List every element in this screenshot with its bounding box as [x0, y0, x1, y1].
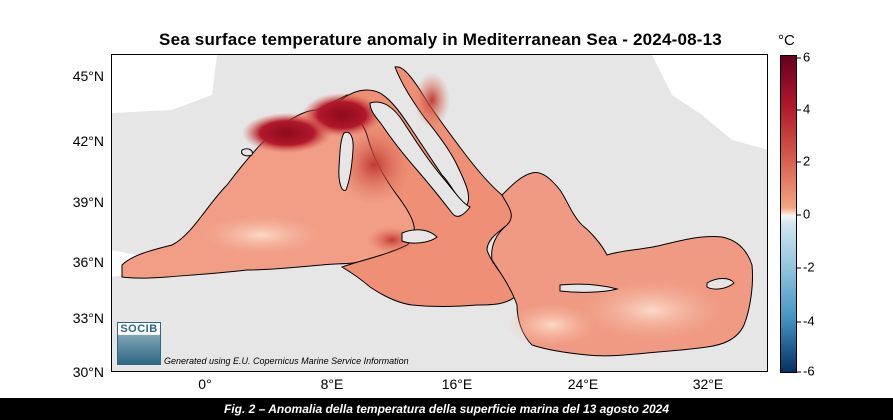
sst-map: [112, 55, 767, 371]
lat-tick-45: 45°N: [72, 68, 104, 84]
land-italy: [369, 101, 471, 217]
chart-title-text: Sea surface temperature anomaly in Medit…: [159, 30, 722, 49]
copernicus-credit: Generated using E.U. Copernicus Marine S…: [164, 356, 409, 366]
figure-caption: Fig. 2 – Anomalia della temperatura dell…: [223, 402, 670, 416]
cool-levantine: [582, 280, 722, 340]
cool-algerian: [202, 215, 322, 255]
lon-tick-8e: 8°E: [320, 376, 344, 392]
colorbar-tick-m6: -6: [797, 363, 815, 379]
island-cyprus: [706, 278, 735, 290]
lon-tick-32e: 32°E: [692, 376, 724, 392]
lon-tick-16e: 16°E: [441, 376, 473, 392]
caption-bar: Fig. 2 – Anomalia della temperatura dell…: [0, 398, 893, 420]
lon-tick-24e: 24°E: [567, 376, 599, 392]
socib-logo: SOCIB: [117, 322, 161, 365]
colorbar-tick-4: 4: [796, 101, 811, 117]
outside-domain-blacksea: [652, 55, 767, 150]
anomaly-gulf-of-lion: [242, 113, 332, 153]
anomaly-tyrrhenian: [336, 125, 412, 205]
lat-tick-36: 36°N: [72, 254, 104, 270]
anomaly-north-adriatic: [414, 72, 450, 128]
colorbar-tick-6: 6: [796, 49, 811, 65]
island-balearic: [241, 148, 253, 157]
lat-tick-42: 42°N: [72, 133, 104, 149]
lon-tick-0: 0°: [198, 376, 212, 392]
outside-domain-northwest: [112, 55, 217, 113]
colorbar-tick-m2: -2: [797, 259, 815, 275]
colorbar: [780, 55, 797, 373]
map-panel[interactable]: [111, 54, 768, 372]
cool-libyan: [507, 303, 597, 347]
chart-title: Sea surface temperature anomaly in Medit…: [0, 30, 893, 50]
island-corsica-sardinia: [338, 131, 354, 192]
lat-tick-39: 39°N: [72, 194, 104, 210]
socib-logo-text: SOCIB: [120, 323, 158, 335]
colorbar-unit: °C: [778, 32, 795, 49]
lat-tick-33: 33°N: [72, 310, 104, 326]
island-crete: [559, 283, 619, 293]
colorbar-tick-0: 0: [796, 206, 811, 222]
colorbar-tick-2: 2: [796, 153, 811, 169]
lat-tick-30: 30°N: [72, 364, 104, 380]
colorbar-tick-m4: -4: [797, 313, 815, 329]
island-sicily: [401, 229, 438, 244]
